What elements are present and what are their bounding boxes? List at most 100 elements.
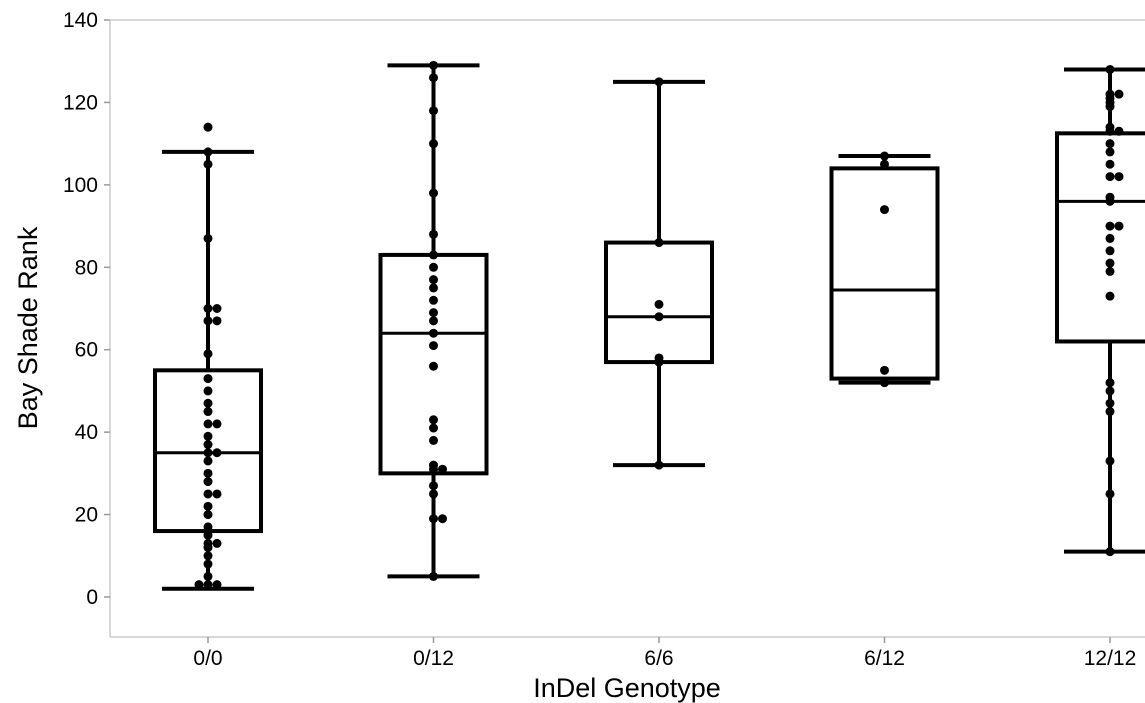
x-tick-label: 0/0 bbox=[193, 647, 222, 670]
data-point bbox=[212, 580, 222, 590]
data-point bbox=[203, 316, 213, 326]
data-point bbox=[203, 580, 213, 590]
axes-frame bbox=[109, 19, 1145, 638]
data-point bbox=[1105, 159, 1115, 169]
data-point bbox=[212, 304, 222, 313]
data-point bbox=[203, 159, 213, 169]
box-group bbox=[1055, 64, 1145, 557]
data-point bbox=[203, 559, 213, 569]
data-point bbox=[1105, 456, 1115, 466]
data-point bbox=[203, 122, 213, 132]
data-point bbox=[654, 238, 664, 248]
data-point bbox=[1105, 489, 1115, 499]
data-point bbox=[203, 407, 213, 417]
data-point bbox=[429, 316, 438, 326]
y-tick-label: 40 bbox=[75, 421, 98, 444]
data-point bbox=[429, 295, 438, 305]
data-point bbox=[212, 489, 222, 499]
x-tick-label: 6/6 bbox=[644, 647, 673, 670]
data-point bbox=[880, 205, 889, 215]
data-point bbox=[212, 316, 222, 326]
data-point bbox=[429, 283, 438, 293]
data-point bbox=[203, 233, 213, 243]
data-point bbox=[1105, 64, 1115, 74]
data-point bbox=[438, 464, 447, 474]
data-point bbox=[203, 501, 213, 511]
box-group bbox=[604, 77, 714, 470]
data-point bbox=[203, 468, 213, 478]
data-point bbox=[203, 448, 213, 458]
data-point bbox=[429, 275, 438, 285]
data-point bbox=[203, 477, 213, 487]
data-point bbox=[429, 415, 438, 425]
data-point bbox=[1114, 172, 1124, 182]
data-point bbox=[203, 543, 213, 553]
data-point bbox=[429, 229, 438, 239]
y-tick-label: 140 bbox=[63, 9, 98, 32]
y-tick-label: 100 bbox=[63, 174, 98, 197]
data-point bbox=[1105, 291, 1115, 301]
data-point bbox=[429, 481, 438, 491]
data-point bbox=[1105, 378, 1115, 388]
data-point bbox=[429, 106, 438, 116]
data-point bbox=[429, 514, 438, 524]
data-point bbox=[1105, 233, 1115, 243]
y-tick-label: 20 bbox=[75, 504, 98, 527]
y-tick-label: 60 bbox=[75, 339, 98, 362]
data-point bbox=[203, 510, 213, 520]
data-point bbox=[654, 299, 664, 309]
y-tick-label: 0 bbox=[86, 586, 98, 609]
data-point bbox=[1105, 221, 1115, 231]
data-point bbox=[429, 308, 438, 318]
data-point bbox=[1105, 102, 1115, 112]
data-point bbox=[880, 159, 889, 169]
data-point bbox=[203, 374, 213, 384]
data-point bbox=[429, 328, 438, 338]
data-point bbox=[1114, 126, 1124, 136]
data-point bbox=[429, 188, 438, 198]
data-point bbox=[203, 386, 213, 396]
data-point bbox=[203, 530, 213, 540]
data-point bbox=[1105, 246, 1115, 256]
data-point bbox=[429, 73, 438, 83]
data-point bbox=[203, 431, 213, 441]
box-group bbox=[153, 122, 263, 591]
y-axis-title: Bay Shade Rank bbox=[13, 226, 43, 429]
data-point bbox=[1105, 386, 1115, 396]
y-tick-label: 120 bbox=[63, 91, 98, 114]
data-point bbox=[203, 440, 213, 450]
data-point bbox=[1105, 407, 1115, 417]
data-point bbox=[429, 489, 438, 499]
data-point bbox=[194, 580, 204, 590]
data-point bbox=[654, 77, 664, 87]
data-point bbox=[1105, 266, 1115, 276]
data-point bbox=[429, 262, 438, 272]
x-tick-label: 12/12 bbox=[1084, 647, 1137, 670]
data-point bbox=[429, 464, 438, 474]
box-group bbox=[829, 151, 940, 388]
data-point bbox=[203, 398, 213, 408]
data-point bbox=[429, 60, 438, 70]
data-point bbox=[203, 349, 213, 359]
data-point bbox=[212, 538, 222, 548]
data-point bbox=[880, 151, 889, 161]
y-axis-ticks: 0 20 40 60 80 100 120 140 bbox=[63, 9, 110, 609]
data-point bbox=[429, 139, 438, 149]
data-point bbox=[429, 250, 438, 260]
x-tick-label: 6/12 bbox=[864, 647, 905, 670]
data-point bbox=[203, 551, 213, 561]
boxes bbox=[153, 60, 1145, 591]
data-point bbox=[203, 456, 213, 466]
data-point bbox=[1105, 196, 1115, 206]
data-point bbox=[203, 304, 213, 313]
data-point bbox=[654, 312, 664, 322]
data-point bbox=[203, 571, 213, 581]
box-iqr bbox=[829, 166, 940, 381]
data-point bbox=[654, 357, 664, 367]
data-point bbox=[1105, 126, 1115, 136]
data-point bbox=[212, 419, 222, 429]
data-point bbox=[1114, 89, 1124, 99]
data-point bbox=[1105, 147, 1115, 157]
data-point bbox=[429, 423, 438, 433]
